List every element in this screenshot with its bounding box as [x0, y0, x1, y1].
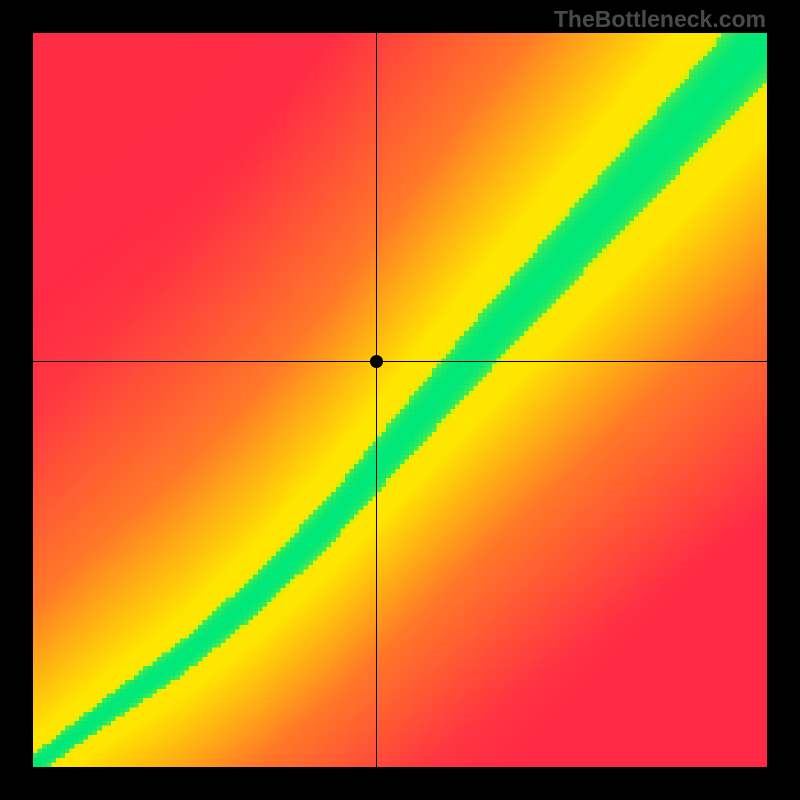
crosshair-vertical-line	[376, 33, 378, 767]
crosshair-marker-dot	[370, 355, 383, 368]
watermark-text: TheBottleneck.com	[554, 6, 766, 33]
crosshair-horizontal-line	[33, 361, 767, 363]
bottleneck-heatmap	[33, 33, 767, 767]
